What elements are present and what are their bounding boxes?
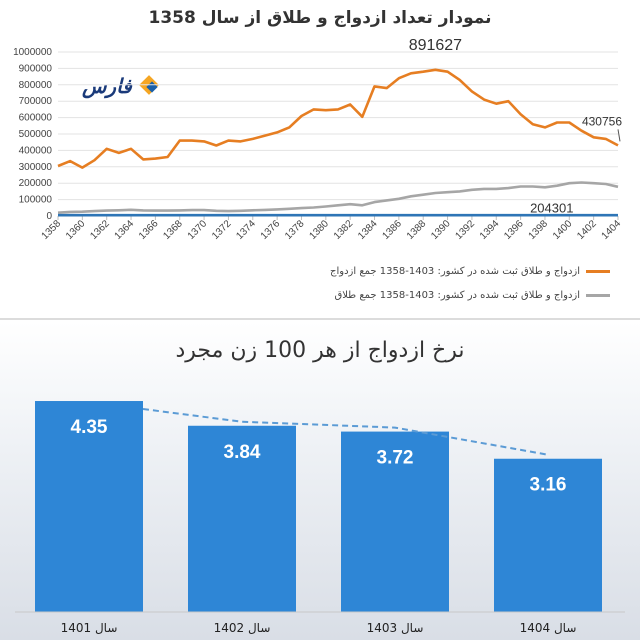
y-tick-label: 1000000 [13, 47, 52, 58]
y-tick-label: 0 [46, 211, 52, 222]
line-chart: 0 100000 200000 300000 400000 500000 600000 700… [13, 37, 623, 242]
trend-line [142, 408, 549, 456]
legend-item-marriage: ازدواج و طلاق ثبت شده در کشور: 1403-1358… [170, 266, 610, 277]
y-tick-label: 100000 [19, 195, 53, 206]
legend-swatch-divorce [586, 294, 610, 297]
fars-logo: فارس [82, 74, 162, 102]
y-tick-label: 500000 [19, 129, 53, 140]
legend-item-divorce: ازدواج و طلاق ثبت شده در کشور: 1403-1358… [170, 290, 610, 301]
line-chart-title: نمودار تعداد ازدواج و طلاق از سال 1358 [148, 8, 492, 28]
bar-category-label: سال 1402 [214, 621, 271, 635]
divorce-series-line [57, 181, 619, 214]
y-tick-label: 800000 [19, 80, 53, 91]
bar-chart-title: نرخ ازدواج از هر 100 زن مجرد [175, 338, 465, 363]
bar-value-label: 3.84 [224, 442, 261, 463]
bar-value-label: 4.35 [71, 417, 108, 438]
bar-category-label: سال 1404 [520, 621, 577, 635]
marriage-series-line [57, 68, 619, 169]
y-tick-label: 900000 [19, 63, 53, 74]
y-tick-label: 700000 [19, 96, 53, 107]
y-tick-label: 400000 [19, 145, 53, 156]
bar [35, 401, 143, 612]
bar [188, 425, 296, 612]
bar-value-label: 3.16 [530, 475, 567, 496]
y-tick-label: 200000 [19, 178, 53, 189]
legend-label-marriage: ازدواج و طلاق ثبت شده در کشور: 1403-1358… [330, 266, 580, 277]
legend-label-divorce: ازدواج و طلاق ثبت شده در کشور: 1403-1358… [334, 290, 580, 301]
fars-logo-text: فارس [82, 74, 132, 98]
y-tick-label: 300000 [19, 162, 53, 173]
bar-value-label: 3.72 [377, 448, 414, 469]
data-annotation: 430756 [582, 114, 622, 128]
annotation-leader [617, 129, 621, 142]
y-tick-label: 600000 [19, 113, 53, 124]
legend-swatch-marriage [586, 270, 610, 273]
data-annotation: 891627 [409, 37, 462, 54]
bar-category-label: سال 1401 [61, 621, 118, 635]
bar [494, 458, 602, 612]
section-divider [0, 318, 640, 320]
data-annotation: 204301 [530, 200, 573, 215]
bar [341, 431, 449, 612]
bar-category-label: سال 1403 [367, 621, 424, 635]
